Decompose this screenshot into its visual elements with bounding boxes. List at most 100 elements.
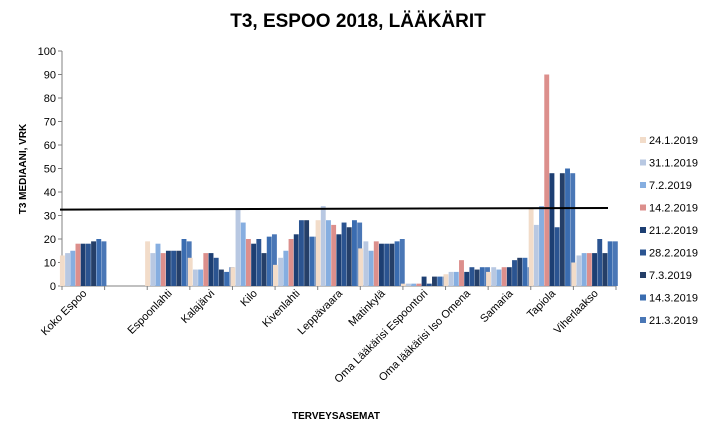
bar xyxy=(150,253,156,286)
y-tick-label: 90 xyxy=(44,70,56,82)
bar xyxy=(160,253,166,286)
bar xyxy=(565,168,570,286)
bar xyxy=(346,227,352,286)
bar xyxy=(570,173,576,286)
bar xyxy=(597,239,603,286)
bar xyxy=(309,236,315,286)
bar xyxy=(491,267,497,286)
bar xyxy=(559,173,565,286)
legend-swatch xyxy=(640,159,646,166)
category-label: Espoonlahti xyxy=(126,288,175,337)
legend-label: 21.3.2019 xyxy=(649,315,698,327)
bar xyxy=(469,267,475,286)
bar xyxy=(379,243,384,286)
bar xyxy=(336,234,342,286)
bar xyxy=(251,243,257,286)
y-tick-label: 20 xyxy=(44,234,56,246)
y-tick-label: 70 xyxy=(44,117,56,129)
bar xyxy=(533,224,539,286)
bar xyxy=(368,250,374,286)
bar xyxy=(65,253,71,286)
bar xyxy=(464,271,470,286)
bar xyxy=(443,274,449,286)
bar xyxy=(411,283,417,286)
bar xyxy=(602,253,608,286)
bar xyxy=(426,283,432,286)
bar xyxy=(432,276,437,286)
bar xyxy=(394,241,400,286)
bar xyxy=(155,243,161,286)
bar xyxy=(506,267,512,286)
legend-swatch xyxy=(640,204,646,211)
bar xyxy=(203,253,209,286)
bar xyxy=(576,255,582,286)
y-tick-label: 40 xyxy=(44,187,56,199)
bar xyxy=(171,250,177,286)
bar xyxy=(187,257,193,286)
bar xyxy=(496,269,502,286)
category-label: Leppävaara xyxy=(296,287,346,337)
bar xyxy=(479,267,485,286)
bar xyxy=(91,241,97,286)
bar xyxy=(218,269,224,286)
bar xyxy=(288,239,294,286)
category-label: Samaria xyxy=(478,287,516,325)
bar xyxy=(437,276,443,286)
category-label: Viherlaakso xyxy=(552,288,601,337)
bar xyxy=(554,227,560,286)
bar xyxy=(101,241,107,286)
bar xyxy=(293,234,299,286)
bar xyxy=(230,267,236,286)
category-label: Oma lääkärisi Iso Omena xyxy=(377,287,474,384)
y-tick-label: 100 xyxy=(38,46,56,58)
y-tick-label: 80 xyxy=(44,93,56,105)
category-label: Matinkylä xyxy=(346,287,388,329)
x-axis-label: TERVEYSASEMAT xyxy=(292,411,380,422)
legend-label: 24.1.2019 xyxy=(649,135,698,147)
bar xyxy=(459,260,464,286)
bar xyxy=(304,220,310,286)
bar xyxy=(607,241,613,286)
bar xyxy=(474,269,480,286)
bar xyxy=(261,253,267,286)
y-tick-label: 0 xyxy=(50,281,56,293)
category-label: Kilo xyxy=(238,288,259,309)
bar xyxy=(384,243,390,286)
bar xyxy=(224,271,230,286)
bar xyxy=(406,283,411,286)
bar xyxy=(358,248,364,286)
bar xyxy=(283,250,289,286)
legend-label: 7.3.2019 xyxy=(649,270,692,282)
y-tick-label: 50 xyxy=(44,164,56,176)
bar xyxy=(272,264,278,286)
legend-swatch xyxy=(640,272,646,278)
bar xyxy=(539,206,544,286)
bar xyxy=(198,269,204,286)
bar xyxy=(517,257,523,286)
bar xyxy=(421,276,427,286)
plot-area: 0 10 20 30 40 50 60 70 80 90 100 Koko Espoo Espoonla… xyxy=(38,46,618,386)
legend-swatch xyxy=(640,317,646,323)
category-label: Kalajärvi xyxy=(179,288,217,326)
bar xyxy=(298,220,304,286)
legend-label: 7.2.2019 xyxy=(649,180,692,192)
bar xyxy=(75,243,81,286)
bar xyxy=(341,222,347,286)
bar xyxy=(612,241,618,286)
legend-swatch xyxy=(640,137,646,143)
bar xyxy=(315,220,321,286)
bar xyxy=(96,239,102,286)
bar xyxy=(416,283,422,286)
bar xyxy=(266,236,272,286)
legend-swatch xyxy=(640,182,646,188)
bar xyxy=(486,271,491,286)
y-tick-label: 10 xyxy=(44,258,56,270)
bar xyxy=(399,239,405,286)
y-axis-label: T3 MEDIAANI, VRK xyxy=(18,123,29,214)
bar xyxy=(208,253,214,286)
bar xyxy=(165,250,171,286)
bar xyxy=(528,208,534,286)
bar xyxy=(240,222,246,286)
